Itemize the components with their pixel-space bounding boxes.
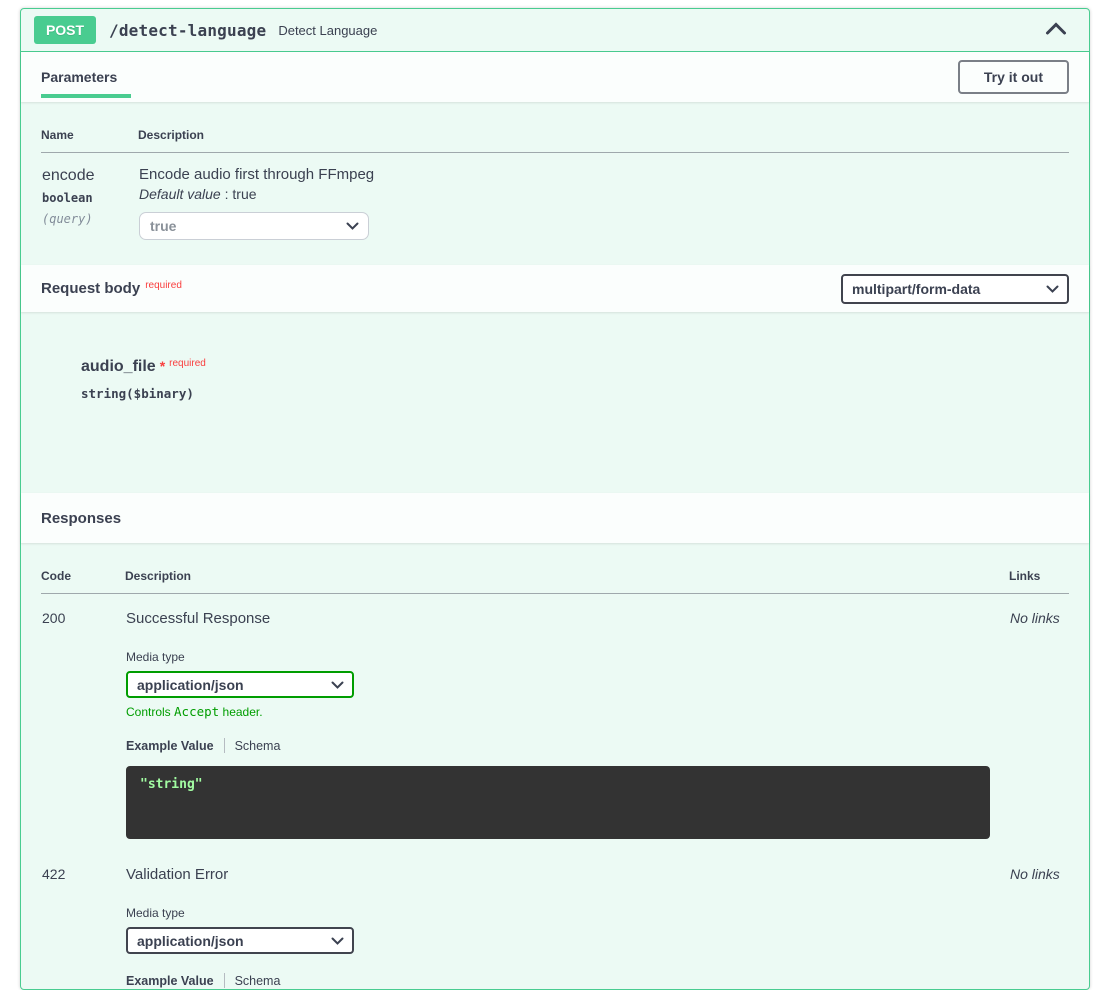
- tab-parameters[interactable]: Parameters: [41, 69, 132, 98]
- request-content-type-select[interactable]: multipart/form-data: [841, 273, 1069, 304]
- responses-header: Responses: [21, 493, 1089, 543]
- request-field-name: audio_file: [81, 358, 156, 375]
- param-default: Default value : true: [139, 186, 1068, 202]
- table-row-200: 200 Successful Response Media type appli…: [41, 594, 1069, 851]
- param-name: encode: [42, 167, 95, 184]
- endpoint-path: /detect-language: [109, 20, 267, 40]
- example-code-block: "string": [126, 766, 990, 839]
- media-type-label: Media type: [126, 650, 185, 664]
- response-code: 200: [42, 610, 66, 626]
- request-field-type: string($binary): [81, 386, 194, 401]
- request-body-header: Request body required multipart/form-data: [21, 265, 1089, 312]
- model-example-tabs: Example Value Schema: [126, 738, 1008, 753]
- responses-title: Responses: [41, 509, 122, 527]
- column-header-links: Links: [1009, 555, 1069, 594]
- column-header-name: Name: [41, 114, 138, 153]
- collapse-button[interactable]: [1043, 18, 1069, 43]
- response-description: Successful Response: [126, 610, 271, 627]
- response-422-media-type-select[interactable]: application/json: [126, 927, 354, 954]
- request-body-required-label: required: [145, 279, 182, 291]
- parameters-body: Name Description encode boolean (query) …: [21, 102, 1089, 265]
- endpoint-summary-text: Detect Language: [278, 22, 378, 38]
- param-default-value: true: [232, 186, 257, 202]
- required-star: *: [159, 358, 166, 374]
- request-body-title: Request body: [41, 279, 141, 297]
- param-description: Encode audio first through FFmpeg: [139, 166, 375, 183]
- responses-body: Code Description Links 200 Successful Re…: [21, 543, 1089, 989]
- chevron-up-icon: [1046, 21, 1066, 34]
- parameters-header: Parameters Try it out: [21, 52, 1089, 102]
- param-default-label: Default value: [139, 186, 221, 202]
- column-header-code: Code: [41, 555, 125, 594]
- request-field: audio_file * required: [81, 358, 1069, 376]
- response-links: No links: [1010, 610, 1060, 626]
- response-code: 422: [42, 866, 66, 882]
- param-location: (query): [42, 212, 93, 226]
- media-type-label: Media type: [126, 906, 185, 920]
- opblock-post-detect-language: POST /detect-language Detect Language Pa…: [20, 8, 1090, 990]
- tab-divider: [223, 973, 225, 988]
- column-header-description: Description: [125, 555, 1009, 594]
- response-links: No links: [1010, 866, 1060, 882]
- try-it-out-button[interactable]: Try it out: [957, 60, 1069, 94]
- param-default-separator: :: [220, 186, 233, 202]
- tab-schema[interactable]: Schema: [234, 973, 281, 988]
- model-example-tabs: Example Value Schema: [126, 973, 1008, 988]
- param-encode-select[interactable]: true: [139, 212, 369, 240]
- table-row-422: 422 Validation Error Media type applicat…: [41, 850, 1069, 989]
- required-label: required: [169, 358, 206, 369]
- param-type: boolean: [42, 191, 93, 205]
- table-row: encode boolean (query) Encode audio firs…: [41, 153, 1069, 242]
- response-description: Validation Error: [126, 866, 229, 883]
- tab-schema[interactable]: Schema: [234, 738, 281, 753]
- request-body-content: audio_file * required string($binary): [21, 312, 1089, 493]
- accept-code: Accept: [174, 704, 220, 719]
- request-body-title-wrap: Request body required: [41, 280, 182, 298]
- column-header-description: Description: [138, 114, 1069, 153]
- response-200-media-type-select[interactable]: application/json: [126, 671, 354, 698]
- tab-divider: [223, 738, 225, 753]
- tab-example-value[interactable]: Example Value: [126, 973, 214, 988]
- responses-table: Code Description Links 200 Successful Re…: [41, 555, 1069, 989]
- accept-header-note: Controls Accept header.: [126, 704, 263, 719]
- endpoint-summary[interactable]: POST /detect-language Detect Language: [21, 9, 1089, 52]
- parameters-table: Name Description encode boolean (query) …: [41, 114, 1069, 241]
- tab-example-value[interactable]: Example Value: [126, 738, 214, 753]
- method-badge: POST: [34, 16, 96, 44]
